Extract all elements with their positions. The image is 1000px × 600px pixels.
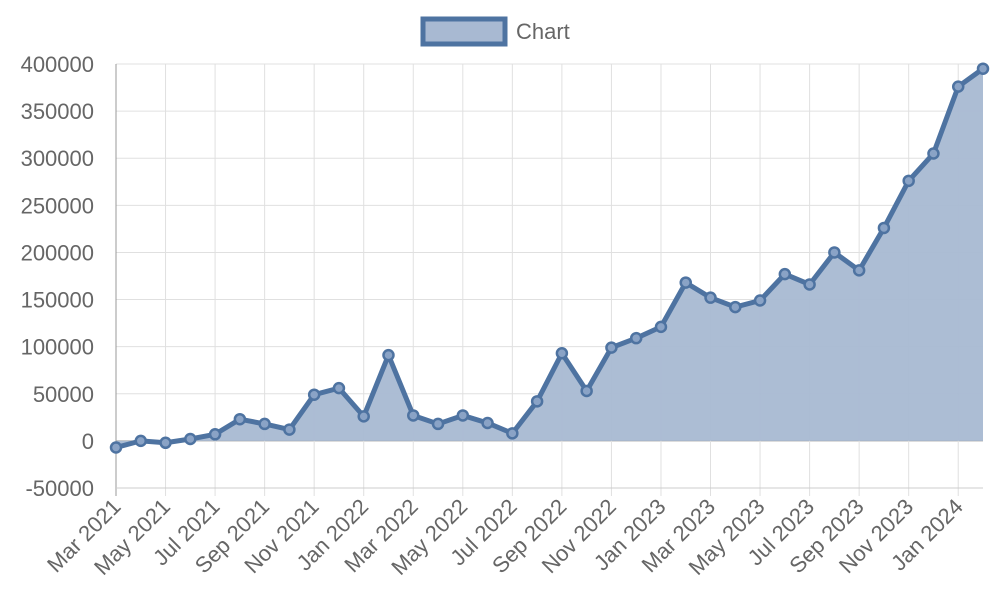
data-point[interactable] bbox=[555, 347, 569, 360]
data-point[interactable] bbox=[283, 423, 296, 436]
data-point[interactable] bbox=[431, 417, 445, 431]
data-point[interactable] bbox=[927, 147, 940, 160]
legend-label[interactable]: Chart bbox=[516, 19, 570, 44]
data-point[interactable] bbox=[506, 427, 519, 440]
data-point[interactable] bbox=[481, 416, 494, 430]
data-point[interactable] bbox=[580, 384, 593, 398]
y-tick-label: 250000 bbox=[21, 193, 94, 218]
data-point[interactable] bbox=[976, 62, 990, 75]
data-point[interactable] bbox=[159, 436, 172, 450]
data-point[interactable] bbox=[679, 276, 692, 289]
area-fill bbox=[116, 68, 983, 448]
area-layer bbox=[113, 66, 986, 450]
data-point[interactable] bbox=[134, 434, 148, 448]
data-point[interactable] bbox=[233, 412, 247, 426]
y-tick-label: 150000 bbox=[21, 288, 94, 313]
data-point[interactable] bbox=[704, 291, 717, 304]
data-point[interactable] bbox=[629, 331, 643, 345]
axes bbox=[115, 64, 983, 496]
data-point[interactable] bbox=[902, 174, 915, 188]
data-point[interactable] bbox=[852, 264, 866, 277]
data-point[interactable] bbox=[258, 417, 271, 431]
data-point[interactable] bbox=[951, 80, 965, 93]
data-point[interactable] bbox=[208, 428, 222, 441]
data-point[interactable] bbox=[530, 395, 544, 408]
y-tick-label: 400000 bbox=[21, 52, 94, 77]
y-tick-label: 0 bbox=[82, 429, 94, 454]
data-point[interactable] bbox=[332, 381, 346, 395]
data-point[interactable] bbox=[778, 267, 792, 281]
data-point[interactable] bbox=[382, 348, 395, 362]
y-tick-label: 100000 bbox=[21, 335, 94, 360]
data-point[interactable] bbox=[828, 246, 841, 259]
legend[interactable]: Chart bbox=[420, 16, 570, 47]
data-point[interactable] bbox=[109, 441, 123, 454]
y-tick-label: 200000 bbox=[21, 240, 94, 265]
data-point[interactable] bbox=[456, 409, 470, 422]
data-points bbox=[109, 62, 990, 454]
data-point[interactable] bbox=[407, 409, 420, 422]
data-point[interactable] bbox=[877, 221, 891, 235]
data-point[interactable] bbox=[357, 410, 370, 423]
data-point[interactable] bbox=[184, 432, 197, 446]
data-point[interactable] bbox=[729, 300, 742, 314]
data-point[interactable] bbox=[803, 278, 816, 291]
y-tick-label: -50000 bbox=[25, 476, 94, 501]
y-tick-label: 350000 bbox=[21, 99, 94, 124]
legend-swatch[interactable] bbox=[420, 16, 508, 47]
y-tick-label: 50000 bbox=[33, 382, 94, 407]
data-point[interactable] bbox=[605, 341, 618, 354]
y-axis-labels: 400000 350000 300000 250000 200000 150000 1000… bbox=[21, 52, 94, 501]
data-point[interactable] bbox=[753, 294, 767, 307]
data-point[interactable] bbox=[654, 320, 668, 334]
data-point[interactable] bbox=[307, 388, 321, 401]
y-tick-label: 300000 bbox=[21, 146, 94, 171]
